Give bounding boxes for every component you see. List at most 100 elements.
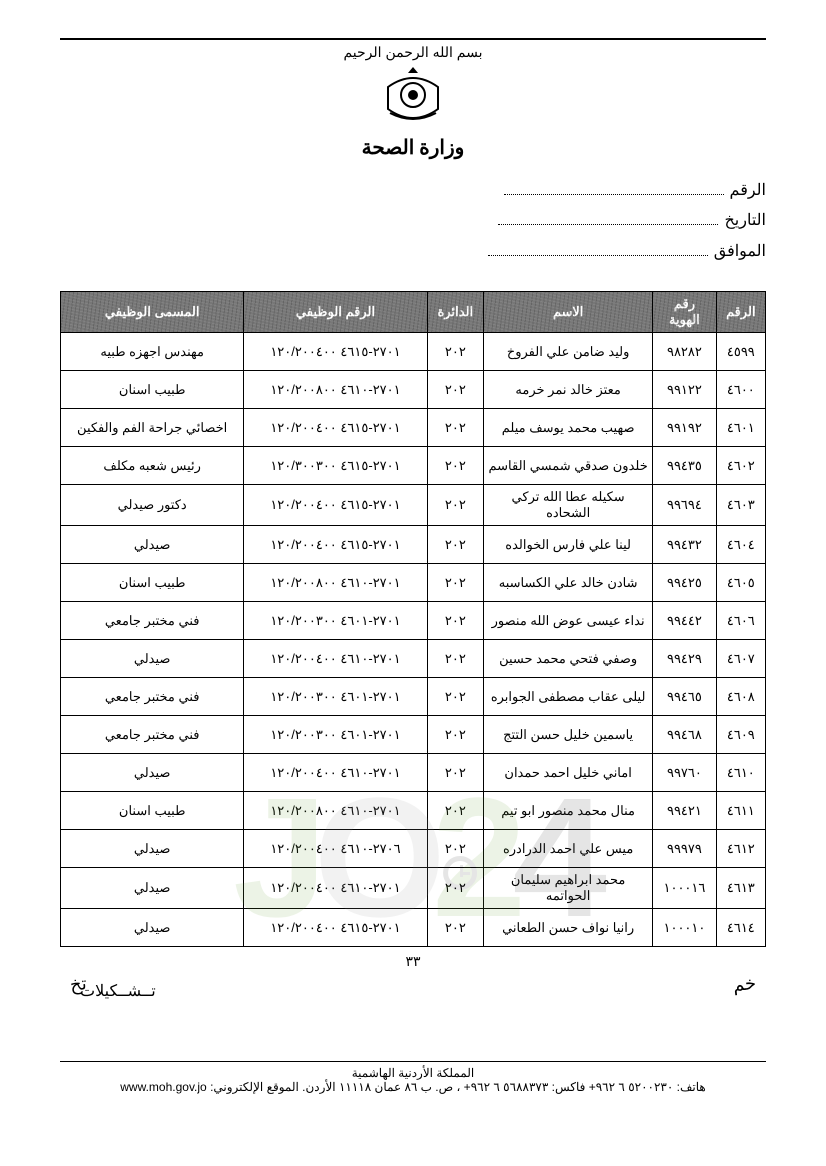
- table-row: ٤٦٠٧٩٩٤٢٩وصفي فتحي محمد حسين٢٠٢٢٧٠١-٤٦١٠…: [61, 640, 766, 678]
- table-row: ٤٦١٤١٠٠٠١٠رانيا نواف حسن الطعاني٢٠٢٢٧٠١-…: [61, 909, 766, 947]
- cell-code: ٢٠٢: [427, 371, 483, 409]
- table-row: ٤٦١٠٩٩٧٦٠اماني خليل احمد حمدان٢٠٢٢٧٠١-٤٦…: [61, 754, 766, 792]
- table-row: ٤٦١٣١٠٠٠١٦محمد ابراهيم سليمان الحواتمه٢٠…: [61, 868, 766, 909]
- footer-signature: تــشــكيلات: [60, 981, 766, 1001]
- table-row: ٤٦٠١٩٩١٩٢صهيب محمد يوسف ميلم٢٠٢٢٧٠١-٤٦١٥…: [61, 409, 766, 447]
- cell-title: صيدلي: [61, 640, 244, 678]
- table-row: ٤٦٠٠٩٩١٢٢معتز خالد نمر خرمه٢٠٢٢٧٠١-٤٦١٠ …: [61, 371, 766, 409]
- records-table: الرقم رقم الهوية الاسم الدائرة الرقم الو…: [60, 291, 766, 947]
- table-row: ٤٦٠٦٩٩٤٤٢نداء عيسى عوض الله منصور٢٠٢٢٧٠١…: [61, 602, 766, 640]
- cell-name: محمد ابراهيم سليمان الحواتمه: [484, 868, 653, 909]
- cell-title: دكتور صيدلي: [61, 485, 244, 526]
- cell-name: ميس علي احمد الدرادره: [484, 830, 653, 868]
- table-row: ٤٦٠٤٩٩٤٣٢لينا علي فارس الخوالده٢٠٢٢٧٠١-٤…: [61, 526, 766, 564]
- page-number: ٣٣: [60, 953, 766, 970]
- cell-title: صيدلي: [61, 909, 244, 947]
- cell-code: ٢٠٢: [427, 564, 483, 602]
- cell-name: ليلى عقاب مصطفى الجوابره: [484, 678, 653, 716]
- cell-id: ٩٩٤٦٨: [653, 716, 716, 754]
- cell-title: صيدلي: [61, 526, 244, 564]
- cell-seq: ٤٦١٤: [716, 909, 765, 947]
- cell-name: معتز خالد نمر خرمه: [484, 371, 653, 409]
- cell-code: ٢٠٢: [427, 716, 483, 754]
- cell-name: نداء عيسى عوض الله منصور: [484, 602, 653, 640]
- cell-title: طبيب اسنان: [61, 371, 244, 409]
- cell-id: ٩٩٤٢١: [653, 792, 716, 830]
- cell-num: ٢٧٠١-٤٦١٠ ١٢٠/٢٠٠٨٠٠: [244, 564, 427, 602]
- cell-title: فني مختبر جامعي: [61, 678, 244, 716]
- cell-code: ٢٠٢: [427, 447, 483, 485]
- table-row: ٤٦٠٣٩٩٦٩٤سكيله عطا الله تركي الشحاده٢٠٢٢…: [61, 485, 766, 526]
- cell-num: ٢٧٠١-٤٦٠١ ١٢٠/٢٠٠٣٠٠: [244, 602, 427, 640]
- cell-code: ٢٠٢: [427, 526, 483, 564]
- cell-seq: ٤٦٠١: [716, 409, 765, 447]
- cell-num: ٢٧٠١-٤٦١٠ ١٢٠/٢٠٠٤٠٠: [244, 868, 427, 909]
- th-num: الرقم الوظيفي: [244, 292, 427, 333]
- cell-code: ٢٠٢: [427, 409, 483, 447]
- meta-number: الرقم: [60, 176, 766, 206]
- cell-num: ٢٧٠١-٤٦١٥ ١٢٠/٢٠٠٤٠٠: [244, 333, 427, 371]
- cell-num: ٢٧٠١-٤٦١٠ ١٢٠/٢٠٠٨٠٠: [244, 371, 427, 409]
- footer-contact: هاتف: ٥٢٠٠٢٣٠ ٦ ٩٦٢+ فاكس: ٥٦٨٨٣٧٣ ٦ ٩٦٢…: [60, 1080, 766, 1094]
- cell-title: اخصائي جراحة الفم والفكين: [61, 409, 244, 447]
- cell-num: ٢٧٠١-٤٦١٥ ١٢٠/٢٠٠٤٠٠: [244, 526, 427, 564]
- cell-num: ٢٧٠١-٤٦١٠ ١٢٠/٢٠٠٤٠٠: [244, 754, 427, 792]
- cell-seq: ٤٦١٣: [716, 868, 765, 909]
- meta-corresponding-label: الموافق: [714, 237, 766, 267]
- th-seq: الرقم: [716, 292, 765, 333]
- cell-code: ٢٠٢: [427, 792, 483, 830]
- cell-num: ٢٧٠١-٤٦١٥ ١٢٠/٢٠٠٤٠٠: [244, 485, 427, 526]
- cell-code: ٢٠٢: [427, 830, 483, 868]
- cell-name: شادن خالد علي الكساسبه: [484, 564, 653, 602]
- cell-seq: ٤٦٠٠: [716, 371, 765, 409]
- table-row: ٤٦٠٢٩٩٤٣٥خلدون صدقي شمسي القاسم٢٠٢٢٧٠١-٤…: [61, 447, 766, 485]
- cell-num: ٢٧٠١-٤٦١٠ ١٢٠/٢٠٠٨٠٠: [244, 792, 427, 830]
- document-page: بسم الله الرحمن الرحيم وزارة الصحة الرقم…: [0, 0, 826, 1114]
- table-row: ٤٦١١٩٩٤٢١منال محمد منصور ابو تيم٢٠٢٢٧٠١-…: [61, 792, 766, 830]
- signature-left: تخ: [69, 973, 88, 996]
- cell-name: رانيا نواف حسن الطعاني: [484, 909, 653, 947]
- cell-title: صيدلي: [61, 868, 244, 909]
- table-body: ٤٥٩٩٩٨٢٨٢وليد ضامن علي الفروخ٢٠٢٢٧٠١-٤٦١…: [61, 333, 766, 947]
- cell-num: ٢٧٠١-٤٦٠١ ١٢٠/٢٠٠٣٠٠: [244, 716, 427, 754]
- cell-code: ٢٠٢: [427, 485, 483, 526]
- meta-number-dots: [504, 181, 724, 195]
- cell-num: ٢٧٠١-٤٦٠١ ١٢٠/٢٠٠٣٠٠: [244, 678, 427, 716]
- cell-title: فني مختبر جامعي: [61, 716, 244, 754]
- cell-num: ٢٧٠١-٤٦١٥ ١٢٠/٣٠٠٣٠٠: [244, 447, 427, 485]
- cell-num: ٢٧٠١-٤٦١٥ ١٢٠/٢٠٠٤٠٠: [244, 909, 427, 947]
- cell-name: سكيله عطا الله تركي الشحاده: [484, 485, 653, 526]
- cell-title: صيدلي: [61, 754, 244, 792]
- cell-id: ١٠٠٠١٦: [653, 868, 716, 909]
- cell-name: صهيب محمد يوسف ميلم: [484, 409, 653, 447]
- table-row: ٤٥٩٩٩٨٢٨٢وليد ضامن علي الفروخ٢٠٢٢٧٠١-٤٦١…: [61, 333, 766, 371]
- table-row: ٤٦٠٨٩٩٤٦٥ليلى عقاب مصطفى الجوابره٢٠٢٢٧٠١…: [61, 678, 766, 716]
- footer-rule: [60, 1061, 766, 1062]
- cell-id: ١٠٠٠١٠: [653, 909, 716, 947]
- cell-num: ٢٧٠١-٤٦١٠ ١٢٠/٢٠٠٤٠٠: [244, 640, 427, 678]
- cell-title: طبيب اسنان: [61, 564, 244, 602]
- cell-name: ياسمين خليل حسن التتج: [484, 716, 653, 754]
- cell-id: ٩٩٦٩٤: [653, 485, 716, 526]
- cell-id: ٩٩١٩٢: [653, 409, 716, 447]
- bismillah: بسم الله الرحمن الرحيم: [60, 44, 766, 61]
- cell-code: ٢٠٢: [427, 909, 483, 947]
- cell-seq: ٤٦٠٢: [716, 447, 765, 485]
- cell-seq: ٤٦٠٧: [716, 640, 765, 678]
- cell-id: ٩٩٤٢٥: [653, 564, 716, 602]
- cell-seq: ٤٦٠٣: [716, 485, 765, 526]
- cell-name: خلدون صدقي شمسي القاسم: [484, 447, 653, 485]
- cell-title: طبيب اسنان: [61, 792, 244, 830]
- cell-seq: ٤٦١٢: [716, 830, 765, 868]
- meta-corresponding-dots: [488, 241, 708, 255]
- th-title: المسمى الوظيفي: [61, 292, 244, 333]
- cell-seq: ٤٦٠٩: [716, 716, 765, 754]
- cell-seq: ٤٦٠٤: [716, 526, 765, 564]
- cell-name: منال محمد منصور ابو تيم: [484, 792, 653, 830]
- cell-seq: ٤٦٠٨: [716, 678, 765, 716]
- letterhead: بسم الله الرحمن الرحيم وزارة الصحة: [60, 44, 766, 160]
- cell-title: رئيس شعبه مكلف: [61, 447, 244, 485]
- meta-date-label: التاريخ: [724, 206, 766, 236]
- th-code: الدائرة: [427, 292, 483, 333]
- cell-num: ٢٧٠١-٤٦١٥ ١٢٠/٢٠٠٤٠٠: [244, 409, 427, 447]
